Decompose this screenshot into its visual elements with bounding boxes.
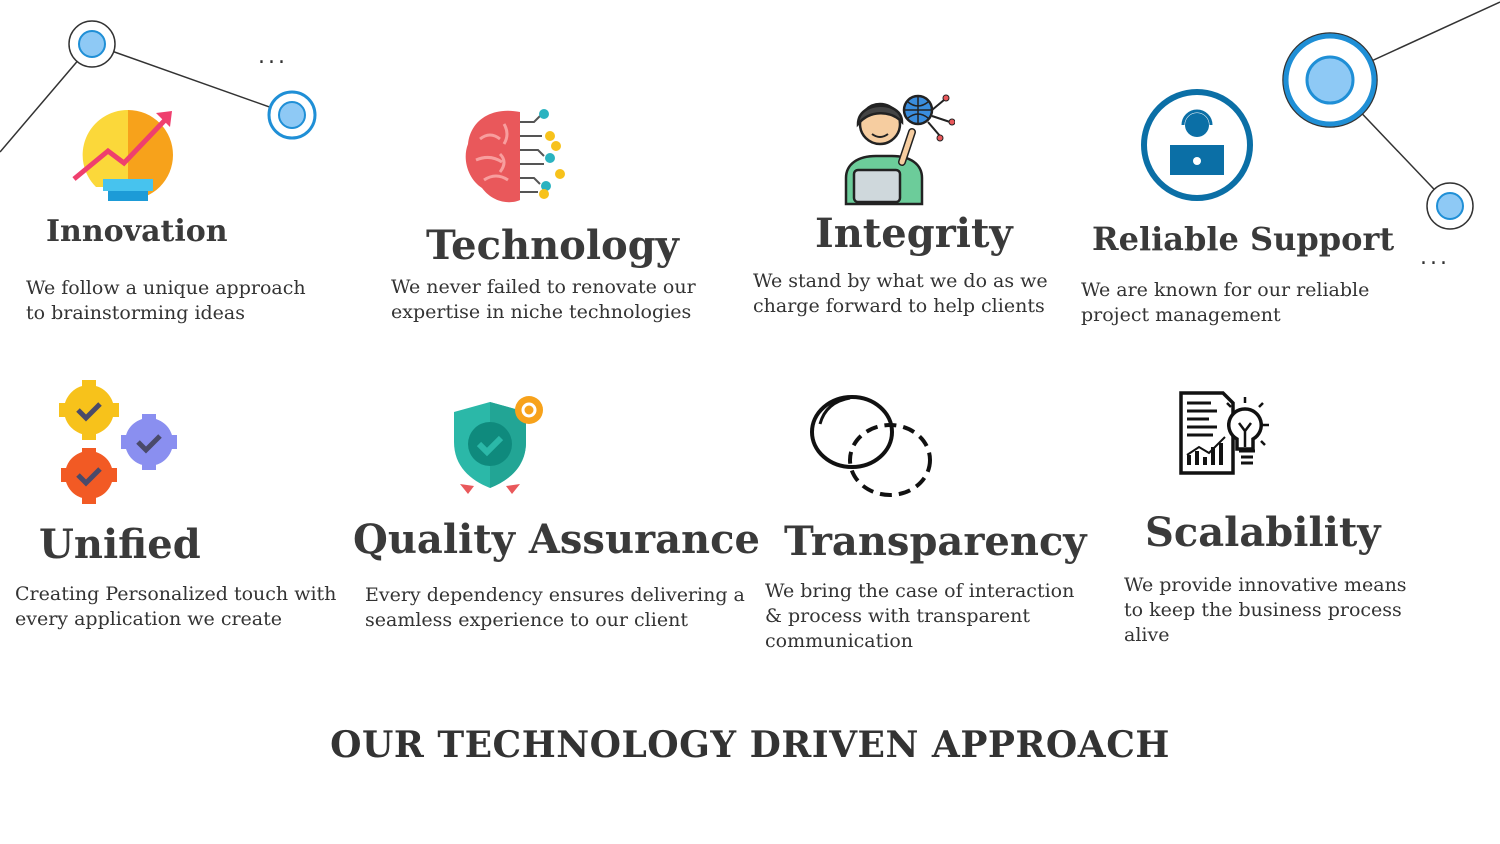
- item-title-innovation: Innovation: [46, 214, 228, 249]
- network-node: [267, 90, 317, 140]
- item-desc-innovation: We follow a unique approach to brainstorm…: [26, 277, 306, 324]
- item-title-unified: Unified: [39, 521, 201, 568]
- item-desc-integrity: We stand by what we do as we charge forwa…: [753, 270, 1048, 317]
- item-desc-scalability: We provide innovative means to keep the b…: [1124, 574, 1407, 646]
- item-desc-unified: Creating Personalized touch with every ap…: [15, 583, 337, 630]
- item-title-scalability: Scalability: [1145, 509, 1381, 556]
- network-node: [68, 20, 116, 68]
- lightbulb-growth-icon: [72, 109, 173, 201]
- item-title-transparency: Transparency: [784, 518, 1087, 565]
- ellipsis-left: ...: [258, 44, 288, 69]
- ellipsis-right: ...: [1420, 245, 1450, 270]
- item-title-technology: Technology: [426, 222, 679, 269]
- network-node: [1426, 182, 1474, 230]
- item-title-integrity: Integrity: [815, 210, 1013, 257]
- shield-check-icon: [454, 396, 543, 494]
- item-desc-technology: We never failed to renovate our expertise…: [391, 276, 696, 323]
- network-node: [1282, 32, 1378, 128]
- report-idea-icon: [1179, 391, 1269, 475]
- item-desc-transparency: We bring the case of interaction & proces…: [765, 580, 1075, 652]
- overlapping-circles-icon: [810, 395, 932, 497]
- developer-globe-icon: [844, 94, 955, 206]
- brain-circuit-icon: [465, 109, 565, 203]
- gears-check-icon: [59, 380, 177, 504]
- item-desc-reliable-support: We are known for our reliable project man…: [1081, 279, 1370, 326]
- support-agent-icon: [1141, 89, 1253, 201]
- item-title-reliable-support: Reliable Support: [1092, 220, 1395, 258]
- page-title: OUR TECHNOLOGY DRIVEN APPROACH: [330, 724, 1170, 766]
- item-desc-quality-assurance: Every dependency ensures delivering a sea…: [365, 584, 745, 631]
- item-title-quality-assurance: Quality Assurance: [353, 516, 760, 563]
